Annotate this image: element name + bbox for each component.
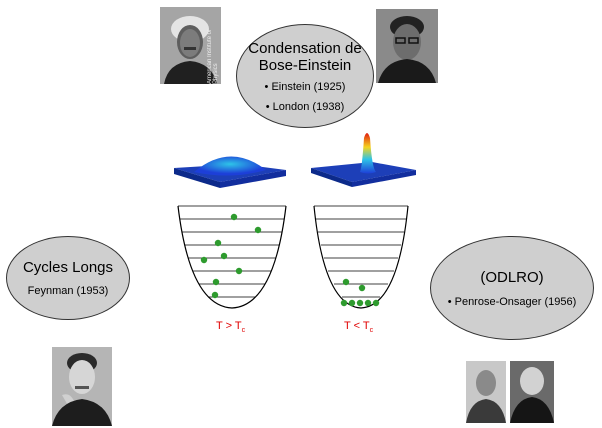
cycles-longs-ellipse: Cycles Longs Feynman (1953) xyxy=(6,236,130,320)
onsager-photo xyxy=(510,361,554,423)
feynman-photo xyxy=(52,347,112,426)
caption-below-tc-sub: c xyxy=(369,327,374,335)
odlro-ellipse: (ODLRO) • Penrose-Onsager (1956) xyxy=(430,236,594,340)
condensate-distribution-plot xyxy=(308,128,418,188)
bec-ellipse: Condensation de Bose-Einstein • Einstein… xyxy=(236,24,374,128)
photo-credit: American Institute of Physics xyxy=(207,29,219,84)
cycles-title: Cycles Longs xyxy=(22,259,114,276)
bec-item-einstein: • Einstein (1925) xyxy=(264,80,346,93)
trap-diagram-above-tc xyxy=(168,202,296,312)
bec-item-london: • London (1938) xyxy=(265,100,345,113)
bec-title-line1: Condensation de xyxy=(248,39,362,57)
london-photo xyxy=(376,9,438,83)
odlro-title: (ODLRO) xyxy=(480,268,544,286)
caption-above-tc-sub: c xyxy=(241,327,246,335)
einstein-photo: American Institute of Physics xyxy=(160,7,221,84)
odlro-item-penrose-onsager: • Penrose-Onsager (1956) xyxy=(447,295,577,308)
caption-below-tc: T < Tc xyxy=(344,320,373,334)
thermal-distribution-plot xyxy=(170,140,288,190)
penrose-photo xyxy=(466,361,506,423)
trap-diagram-below-tc xyxy=(306,202,416,312)
bec-title-line2: Bose-Einstein xyxy=(258,56,352,74)
caption-above-tc-main: T > T xyxy=(216,320,242,332)
caption-above-tc: T > Tc xyxy=(216,320,245,334)
cycles-item-feynman: Feynman (1953) xyxy=(27,285,109,297)
caption-below-tc-main: T < T xyxy=(344,320,370,332)
